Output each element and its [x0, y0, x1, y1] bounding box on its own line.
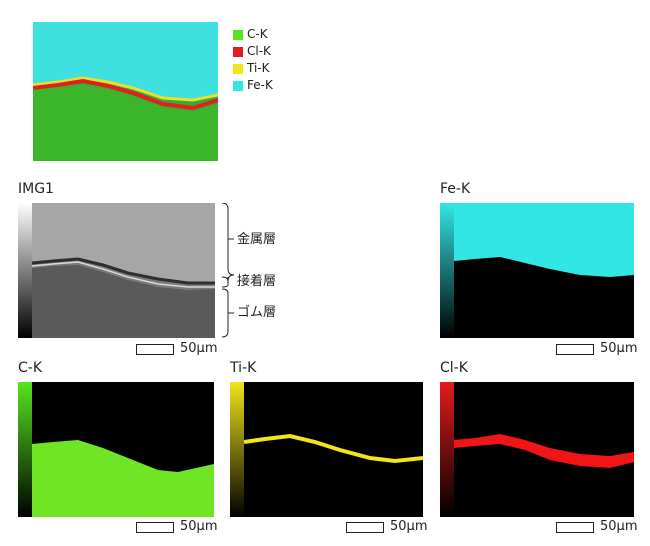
fe-title: Fe-K — [440, 181, 471, 197]
cl-map — [440, 382, 634, 517]
cl-scale-bar: 50µm — [556, 520, 637, 534]
legend-swatch — [233, 63, 243, 74]
img1-title: IMG1 — [18, 181, 54, 197]
fe-map — [440, 203, 634, 338]
legend-item-c: C-K — [233, 26, 273, 43]
scale-bar-box — [556, 521, 594, 533]
metal-layer-label: 金属層 — [237, 232, 277, 247]
img1-scale-bar: 50µm — [136, 342, 217, 356]
element-legend: C-K Cl-K Ti-K Fe-K — [233, 26, 273, 94]
adhesive-layer-label: 接着層 — [237, 274, 277, 289]
composite-map — [33, 22, 218, 161]
legend-swatch — [233, 46, 243, 57]
img1-sem-image — [18, 203, 215, 338]
ti-scale-bar: 50µm — [346, 520, 427, 534]
c-scale-bar: 50µm — [136, 520, 217, 534]
ti-title: Ti-K — [230, 360, 257, 376]
rubber-layer-label: ゴム層 — [237, 305, 277, 320]
scale-bar-box — [136, 521, 174, 533]
legend-swatch — [233, 80, 243, 91]
scale-bar-box — [346, 521, 384, 533]
c-map — [18, 382, 214, 517]
ti-map — [230, 382, 423, 517]
scale-bar-box — [136, 343, 174, 355]
legend-item-cl: Cl-K — [233, 43, 273, 60]
layer-brackets — [221, 203, 235, 338]
cl-title: Cl-K — [440, 360, 468, 376]
scale-bar-box — [556, 343, 594, 355]
fe-scale-bar: 50µm — [556, 342, 637, 356]
legend-item-ti: Ti-K — [233, 60, 273, 77]
c-title: C-K — [18, 360, 43, 376]
legend-item-fe: Fe-K — [233, 77, 273, 94]
legend-swatch — [233, 29, 243, 40]
